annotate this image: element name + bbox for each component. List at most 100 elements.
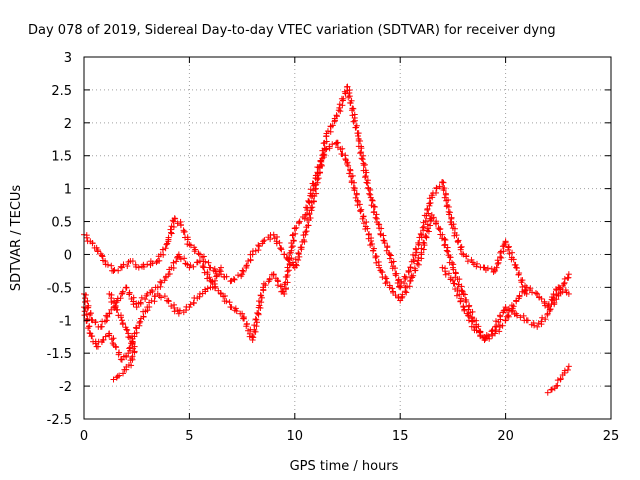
- data-point: [394, 279, 401, 286]
- data-point: [309, 204, 316, 211]
- data-point: [180, 229, 187, 236]
- data-point: [119, 288, 126, 295]
- data-point: [447, 219, 454, 226]
- axis-ticks: [83, 56, 612, 420]
- data-point: [510, 256, 517, 263]
- data-point: [419, 224, 426, 231]
- data-point: [144, 261, 151, 268]
- data-point: [190, 300, 197, 307]
- data-point: [463, 298, 470, 305]
- data-point: [412, 252, 419, 259]
- data-point: [413, 246, 420, 253]
- data-point: [314, 170, 321, 177]
- data-point: [293, 224, 300, 231]
- data-point: [308, 193, 315, 200]
- data-point: [126, 291, 133, 298]
- data-point: [549, 294, 556, 301]
- data-point: [172, 215, 179, 222]
- data-point: [369, 240, 376, 247]
- y-tick-labels: -2.5 -2 -1.5 -1 -0.5 0 0.5 1 1.5 2 2.5 3: [47, 51, 72, 428]
- data-point: [523, 284, 530, 291]
- y-tick-label: -0.5: [47, 281, 72, 296]
- data-point: [459, 288, 466, 295]
- data-point: [376, 264, 383, 271]
- data-point: [364, 225, 371, 232]
- data-point: [157, 278, 164, 285]
- data-point: [181, 255, 188, 262]
- data-point: [415, 254, 422, 261]
- data-point: [270, 231, 277, 238]
- data-point: [249, 334, 256, 341]
- data-point: [461, 306, 468, 313]
- data-point: [106, 332, 113, 339]
- data-point: [373, 253, 380, 260]
- data-point: [223, 273, 230, 280]
- data-point: [505, 313, 512, 320]
- data-point: [174, 254, 181, 261]
- data-point: [387, 252, 394, 259]
- data-point: [171, 308, 178, 315]
- data-point: [211, 265, 218, 272]
- data-point: [239, 310, 246, 317]
- data-point: [295, 251, 302, 258]
- data-point: [156, 257, 163, 264]
- data-point: [295, 249, 302, 256]
- data-point: [502, 304, 509, 311]
- data-point: [86, 311, 93, 318]
- data-point: [131, 348, 138, 355]
- data-point: [390, 288, 397, 295]
- y-tick-label: 3: [64, 51, 72, 66]
- data-point: [443, 247, 450, 254]
- data-point: [381, 240, 388, 247]
- data-point: [450, 280, 457, 287]
- data-point: [426, 200, 433, 207]
- data-point: [349, 172, 356, 179]
- data-point: [111, 297, 118, 304]
- data-point: [88, 333, 95, 340]
- data-point: [357, 150, 364, 157]
- data-point: [350, 105, 357, 112]
- data-point: [448, 259, 455, 266]
- y-tick-label: -1.5: [47, 347, 72, 362]
- data-point: [559, 288, 566, 295]
- data-point: [255, 310, 262, 317]
- data-point: [554, 377, 561, 384]
- data-point: [285, 267, 292, 274]
- data-point: [363, 169, 370, 176]
- data-point: [362, 174, 369, 181]
- data-point: [233, 308, 240, 315]
- data-point: [422, 217, 429, 224]
- data-point: [386, 255, 393, 262]
- data-point: [406, 283, 413, 290]
- data-point: [534, 323, 541, 330]
- data-point: [177, 222, 184, 229]
- data-point: [92, 318, 99, 325]
- data-point: [108, 306, 115, 313]
- data-point: [398, 294, 405, 301]
- data-point: [113, 306, 120, 313]
- data-point: [104, 313, 111, 320]
- data-point: [339, 102, 346, 109]
- data-point: [353, 190, 360, 197]
- data-point: [456, 276, 463, 283]
- data-point: [367, 191, 374, 198]
- data-point: [516, 293, 523, 300]
- data-point: [483, 332, 490, 339]
- data-point: [505, 246, 512, 253]
- data-point: [140, 263, 147, 270]
- data-point: [498, 254, 505, 261]
- data-point: [545, 301, 552, 308]
- data-point: [170, 223, 177, 230]
- data-point: [187, 262, 194, 269]
- data-markers: [81, 83, 572, 396]
- data-point: [118, 356, 125, 363]
- data-point: [359, 156, 366, 163]
- data-point: [505, 312, 512, 319]
- data-point: [119, 320, 126, 327]
- data-point: [175, 310, 182, 317]
- chart-title: Day 078 of 2019, Sidereal Day-to-day VTE…: [28, 23, 556, 38]
- data-point: [284, 279, 291, 286]
- data-point: [427, 222, 434, 229]
- data-point: [323, 146, 330, 153]
